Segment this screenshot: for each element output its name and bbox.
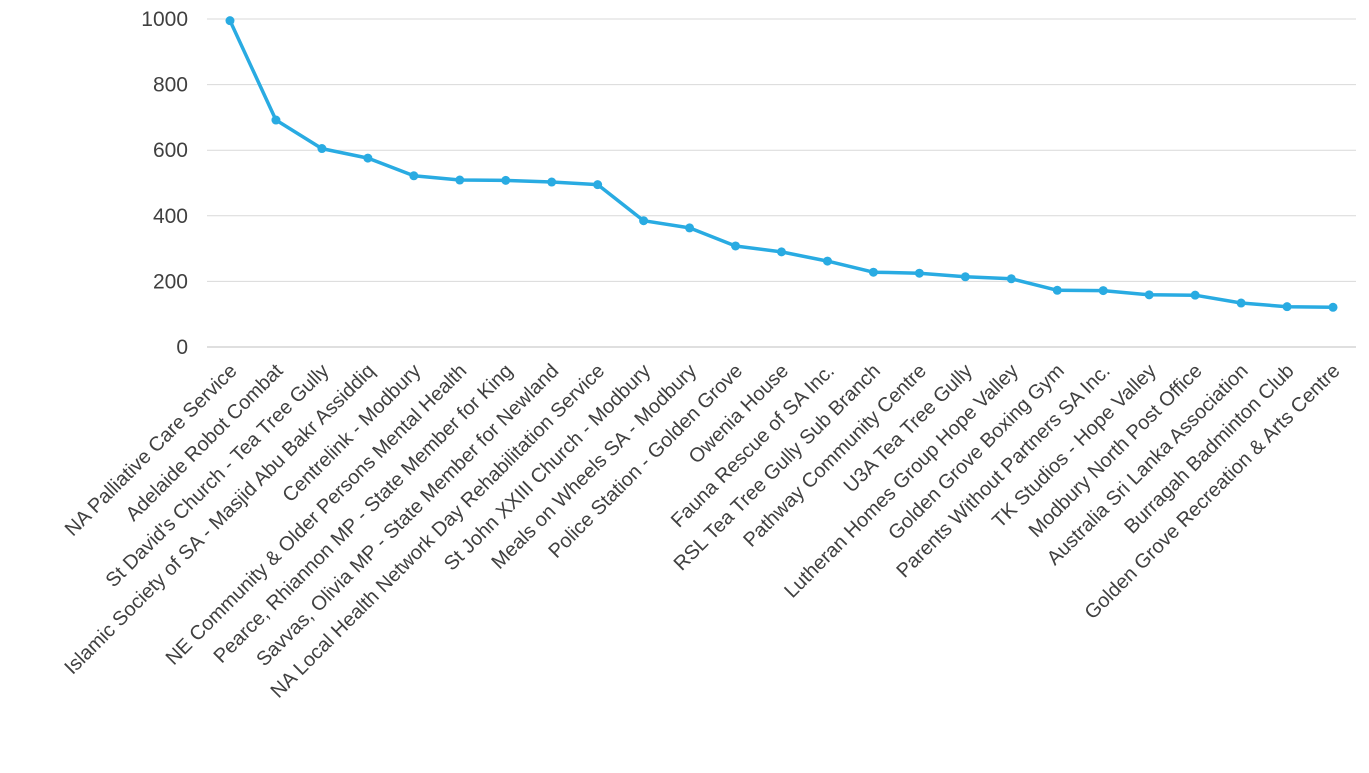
data-point — [822, 256, 832, 266]
y-tick-label: 400 — [153, 205, 188, 228]
data-point — [1190, 290, 1200, 300]
data-point — [731, 241, 741, 251]
y-tick-label: 0 — [176, 336, 188, 359]
data-point — [777, 247, 786, 257]
y-tick-label: 800 — [153, 74, 188, 97]
data-point — [409, 171, 419, 181]
y-axis-ticks: 0 200 400 600 800 1000 — [141, 8, 188, 359]
data-point — [639, 216, 649, 226]
data-point — [960, 272, 970, 282]
series-group — [225, 16, 1338, 312]
data-point — [547, 177, 557, 187]
data-point — [685, 223, 695, 233]
y-tick-label: 200 — [153, 270, 188, 293]
data-point — [868, 267, 878, 277]
data-point — [363, 153, 373, 163]
series-line — [228, 18, 1335, 310]
data-point — [225, 16, 235, 26]
data-point — [271, 115, 281, 125]
data-point — [1098, 286, 1108, 296]
data-point — [501, 175, 511, 185]
data-point — [1236, 298, 1246, 308]
data-point — [1052, 285, 1062, 295]
data-point — [1282, 302, 1292, 312]
data-point — [593, 180, 603, 190]
data-point — [1144, 290, 1154, 300]
y-tick-label: 1000 — [141, 8, 188, 31]
data-point — [1328, 302, 1338, 312]
y-tick-label: 600 — [153, 139, 188, 162]
data-point — [1006, 274, 1016, 284]
data-point — [317, 144, 327, 154]
data-point — [455, 175, 465, 185]
data-point — [914, 268, 924, 278]
gridlines — [207, 18, 1356, 348]
